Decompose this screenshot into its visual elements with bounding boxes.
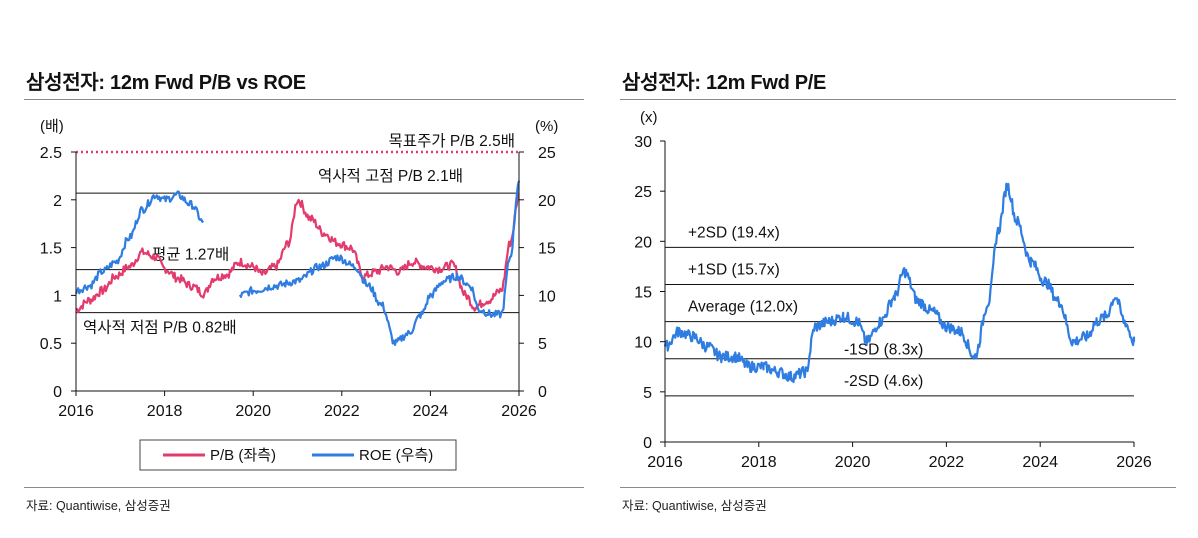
pe-ref-label-4: -2SD (4.6x) <box>844 373 923 390</box>
pe-x-tick-label: 2026 <box>1116 454 1152 471</box>
pe-ref-label-2: Average (12.0x) <box>688 299 798 316</box>
right-y-unit: (%) <box>535 118 558 135</box>
left-y-unit: (배) <box>40 118 64 135</box>
pe-ref-label-3: -1SD (8.3x) <box>844 342 923 359</box>
roe-series-line <box>74 180 521 346</box>
pe-ref-label-0: +2SD (19.4x) <box>688 224 780 241</box>
left-source: 자료: Quantiwise, 삼성증권 <box>26 499 171 513</box>
left-y-tick-label: 0.5 <box>40 336 62 353</box>
pe-y-tick-label: 15 <box>634 285 652 302</box>
left-x-tick-label: 2026 <box>501 403 537 420</box>
left-y-tick-label: 1.5 <box>40 241 62 258</box>
right-source-rule <box>620 487 1176 488</box>
pe-ref-label-1: +1SD (15.7x) <box>688 261 780 278</box>
left-ref-label-3: 역사적 저점 P/B 0.82배 <box>83 319 237 337</box>
right-title-rule <box>620 99 1176 100</box>
right-source: 자료: Quantiwise, 삼성증권 <box>622 499 767 513</box>
pe-y-tick-label: 30 <box>634 134 652 151</box>
left-y-tick-label: 1 <box>53 288 62 305</box>
left-ref-label-1: 역사적 고점 P/B 2.1배 <box>318 167 463 185</box>
left-x-tick-label: 2020 <box>235 403 271 420</box>
right-y-tick-label: 15 <box>538 241 556 258</box>
pe-y-tick-label: 25 <box>634 184 652 201</box>
pe-x-tick-label: 2022 <box>929 454 965 471</box>
left-x-tick-label: 2016 <box>58 403 94 420</box>
pe-x-tick-label: 2018 <box>741 454 777 471</box>
pe-y-unit: (x) <box>640 109 658 126</box>
legend-pb-label: P/B (좌측) <box>210 447 276 464</box>
legend-roe-label: ROE (우측) <box>359 447 433 464</box>
pe-y-tick-label: 20 <box>634 234 652 251</box>
pe-y-tick-label: 10 <box>634 335 652 352</box>
left-x-tick-label: 2018 <box>147 403 183 420</box>
pe-chart: (x) +2SD (19.4x) +1SD (15.7x) Average (12.… <box>634 109 1152 471</box>
pe-series-line <box>663 182 1136 384</box>
pe-x-tick-label: 2024 <box>1022 454 1058 471</box>
pb-series-line <box>75 193 520 314</box>
right-y-tick-label: 10 <box>538 288 556 305</box>
left-y-tick-label: 2 <box>53 193 62 210</box>
pe-y-tick-label: 5 <box>643 385 652 402</box>
left-x-tick-label: 2022 <box>324 403 360 420</box>
left-ref-label-0: 목표주가 P/B 2.5배 <box>389 132 515 150</box>
pe-x-tick-label: 2016 <box>647 454 683 471</box>
pe-x-tick-label: 2020 <box>835 454 871 471</box>
left-y-tick-label: 2.5 <box>40 145 62 162</box>
right-y-tick-label: 0 <box>538 384 547 401</box>
left-ref-label-2: 평균 1.27배 <box>152 246 229 264</box>
right-y-tick-label: 20 <box>538 193 556 210</box>
left-source-rule <box>24 487 584 488</box>
right-y-tick-label: 25 <box>538 145 556 162</box>
left-x-tick-label: 2024 <box>413 403 449 420</box>
left-title-rule <box>24 99 584 100</box>
left-y-tick-label: 0 <box>53 384 62 401</box>
pe-y-tick-label: 0 <box>643 435 652 452</box>
right-y-tick-label: 5 <box>538 336 547 353</box>
left-chart-title: 삼성전자: 12m Fwd P/B vs ROE <box>26 72 306 94</box>
right-chart-title: 삼성전자: 12m Fwd P/E <box>622 72 827 94</box>
